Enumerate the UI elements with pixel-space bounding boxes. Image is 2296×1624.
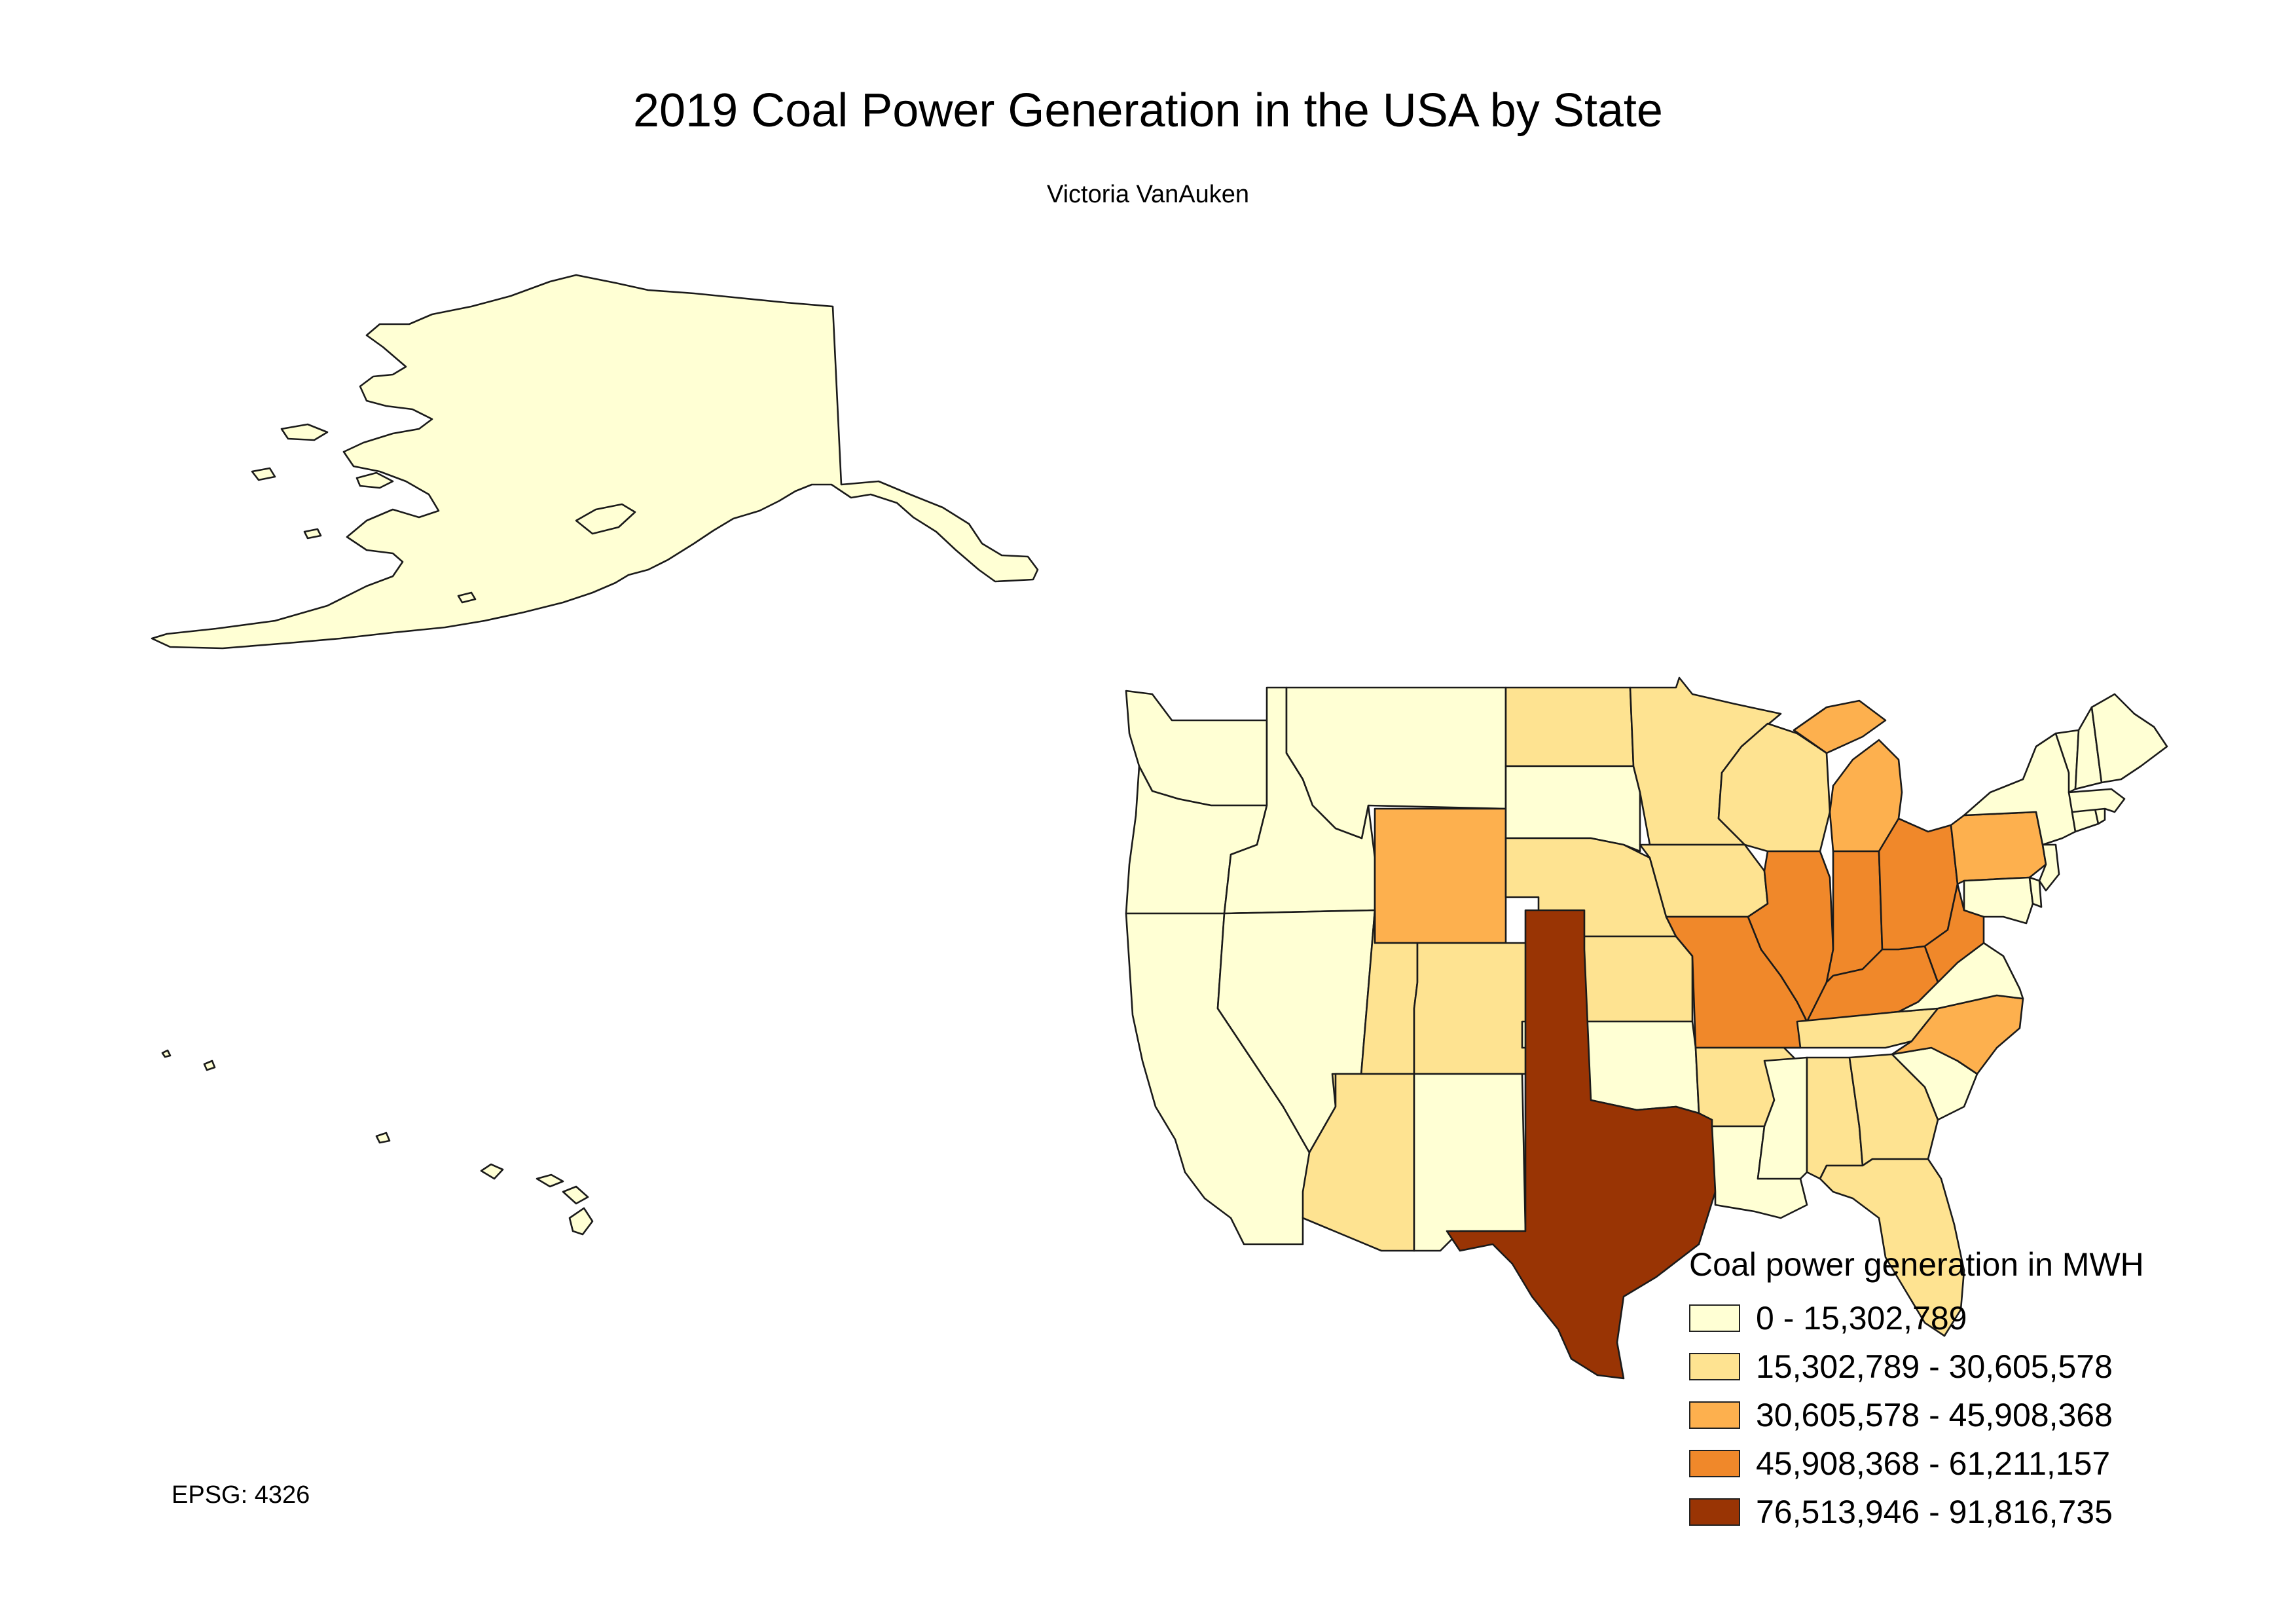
- state-texas: Texas: [1446, 909, 1717, 1380]
- state-shape: [2038, 843, 2060, 892]
- state-shape: [2054, 729, 2080, 794]
- state-shape: [562, 1185, 589, 1205]
- state-shape: [303, 528, 322, 540]
- legend-label: 45,908,368 - 61,211,157: [1756, 1445, 2111, 1482]
- map-author: Victoria VanAuken: [1046, 181, 1250, 208]
- state-shape: [1374, 807, 1507, 944]
- state-shape: [2028, 876, 2043, 908]
- state-shape: [375, 1132, 391, 1144]
- state-florida: Florida: [1819, 1158, 1965, 1337]
- state-shape: [355, 471, 394, 489]
- state-shape: [575, 503, 636, 535]
- state-shape: [2068, 788, 2126, 813]
- state-shape: [2090, 693, 2168, 784]
- legend-item: 45,908,368 - 61,211,157: [1689, 1439, 2144, 1488]
- state-ohio: Ohio: [1878, 817, 1959, 951]
- state-shape: [536, 1173, 564, 1188]
- state-shape: [1793, 699, 1887, 754]
- state-shape: [161, 1049, 172, 1058]
- legend-swatch: [1689, 1498, 1740, 1526]
- state-illinois: Illinois: [1747, 850, 1834, 1023]
- legend-swatch: [1689, 1304, 1740, 1332]
- legend-swatch: [1689, 1450, 1740, 1477]
- state-michigan: Michigan: [1793, 699, 1903, 853]
- state-massachusetts: Massachusetts: [2068, 788, 2126, 813]
- state-shape: [1413, 1073, 1527, 1252]
- crs-label: EPSG: 4326: [172, 1481, 310, 1509]
- state-maine: Maine: [2090, 693, 2168, 784]
- legend-item: 15,302,789 - 30,605,578: [1689, 1342, 2144, 1391]
- map-title: 2019 Coal Power Generation in the USA by…: [633, 84, 1663, 137]
- legend-label: 0 - 15,302,789: [1756, 1300, 1967, 1337]
- state-colorado: Colorado: [1413, 942, 1540, 1075]
- legend-label: 15,302,789 - 30,605,578: [1756, 1348, 2113, 1385]
- state-shape: [203, 1060, 216, 1071]
- state-new-jersey: New Jersey: [2038, 843, 2060, 892]
- state-wyoming: Wyoming: [1374, 807, 1507, 944]
- state-shape: [480, 1163, 504, 1180]
- state-north-dakota: North Dakota: [1504, 686, 1635, 767]
- legend: Coal power generation in MWH 0 - 15,302,…: [1689, 1246, 2144, 1536]
- legend-label: 76,513,946 - 91,816,735: [1756, 1494, 2113, 1530]
- state-shape: [457, 591, 477, 604]
- state-shape: [1950, 811, 2047, 885]
- legend-item: 30,605,578 - 45,908,368: [1689, 1391, 2144, 1439]
- state-hawaii: Hawaii: [161, 1049, 594, 1236]
- legend-title: Coal power generation in MWH: [1689, 1246, 2144, 1283]
- state-shape: [1446, 909, 1717, 1380]
- state-shape: [151, 274, 1039, 650]
- state-shape: [1819, 1158, 1965, 1337]
- legend-item: 0 - 15,302,789: [1689, 1294, 2144, 1342]
- state-pennsylvania: Pennsylvania: [1950, 811, 2047, 885]
- state-alaska: Alaska: [151, 274, 1039, 650]
- state-new-mexico: New Mexico: [1413, 1073, 1527, 1252]
- state-shape: [1413, 942, 1540, 1075]
- legend-label: 30,605,578 - 45,908,368: [1756, 1397, 2113, 1433]
- state-shape: [1747, 850, 1834, 1023]
- state-shape: [251, 467, 276, 481]
- state-shape: [280, 423, 329, 441]
- state-shape: [568, 1207, 594, 1236]
- state-shape: [1878, 817, 1959, 951]
- legend-swatch: [1689, 1401, 1740, 1429]
- state-shape: [1504, 686, 1635, 767]
- legend-item: 76,513,946 - 91,816,735: [1689, 1488, 2144, 1536]
- state-vermont: Vermont: [2054, 729, 2080, 794]
- legend-swatch: [1689, 1353, 1740, 1380]
- state-delaware: Delaware: [2028, 876, 2043, 908]
